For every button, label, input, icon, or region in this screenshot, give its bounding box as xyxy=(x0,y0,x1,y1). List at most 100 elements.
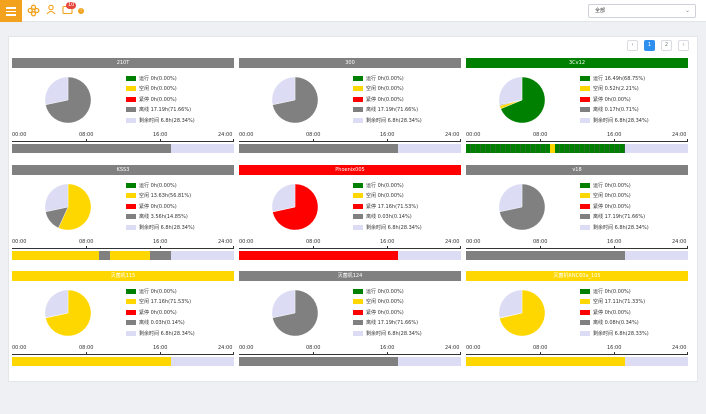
machine-card[interactable]: 灭菌机115 运行 0h(0.00%) 空闲 17.16h(71.53%) 紧停 0h… xyxy=(12,271,234,371)
timeline-segment-unproduced xyxy=(171,144,234,153)
legend-item-idle: 空闲 13.63h(56.81%) xyxy=(126,191,195,202)
time-axis-tick-label: 00:00 xyxy=(239,132,254,138)
user-icon[interactable] xyxy=(46,4,56,15)
prev-page-button[interactable]: ‹ xyxy=(627,40,638,51)
time-axis-tick-label: 08:00 xyxy=(533,239,548,245)
timeline-segment-unproduced xyxy=(398,144,461,153)
legend-item-idle: 空闲 0.52h(2.21%) xyxy=(580,84,649,95)
legend-label: 紧停 0h(0.00%) xyxy=(593,309,631,316)
machine-title[interactable]: 灭菌机RNC60a_105 xyxy=(466,271,688,281)
time-axis-tick-label: 24:00 xyxy=(445,239,460,245)
timeline-segment-offline xyxy=(12,144,172,153)
legend-label: 剩余时间 6.8h(28.33%) xyxy=(593,330,649,337)
legend-item-offline: 离线 0.03h(0.14%) xyxy=(353,212,422,223)
page-1-button[interactable]: 1 xyxy=(644,40,655,51)
status-legend: 运行 0h(0.00%) 空闲 17.16h(71.53%) 紧停 0h(0.00%… xyxy=(126,286,195,339)
legend-swatch xyxy=(126,107,136,113)
page-2-button[interactable]: 2 xyxy=(661,40,672,51)
status-pie-chart xyxy=(271,183,319,231)
time-axis-tick xyxy=(687,139,688,142)
legend-item-running: 运行 0h(0.00%) xyxy=(353,180,422,191)
legend-label: 离线 17.19h(71.66%) xyxy=(593,214,646,221)
machine-card[interactable]: Phoenix005 运行 0h(0.00%) 空闲 0h(0.00%) 紧停 17.… xyxy=(239,165,461,265)
time-axis-tick xyxy=(160,352,161,355)
legend-swatch xyxy=(126,214,136,220)
legend-swatch xyxy=(353,214,363,220)
chevron-down-icon: ⌄ xyxy=(684,7,690,14)
legend-label: 空闲 17.16h(71.53%) xyxy=(139,299,192,306)
time-axis-tick xyxy=(460,139,461,142)
time-axis-labels: 00:00 08:00 16:00 24:00 xyxy=(466,239,688,247)
legend-label: 运行 0h(0.00%) xyxy=(366,288,404,295)
legend-item-running: 运行 0h(0.00%) xyxy=(353,286,422,297)
legend-item-offline: 离线 3.56h(14.85%) xyxy=(126,212,195,223)
filter-select[interactable]: 全部 ⌄ xyxy=(588,4,696,18)
message-badge: 10 xyxy=(66,2,77,9)
menu-icon[interactable] xyxy=(0,0,22,22)
legend-label: 剩余时间 6.8h(28.34%) xyxy=(366,117,422,124)
time-axis-line xyxy=(239,141,461,142)
machine-card[interactable]: 灭菌机RNC60a_105 运行 0h(0.00%) 空闲 17.11h(71.33… xyxy=(466,271,688,371)
legend-swatch xyxy=(353,309,363,315)
legend-label: 空闲 13.63h(56.81%) xyxy=(139,193,192,200)
time-axis-tick-label: 24:00 xyxy=(672,132,687,138)
top-bar: 10 ! 全部 ⌄ xyxy=(0,0,706,22)
timeline-segment-offline xyxy=(239,144,399,153)
machine-card[interactable]: 灭菌机124 运行 0h(0.00%) 空闲 0h(0.00%) 紧停 0h(0.00… xyxy=(239,271,461,371)
time-axis-tick xyxy=(233,352,234,355)
legend-label: 紧停 0h(0.00%) xyxy=(139,203,177,210)
time-axis-tick-label: 16:00 xyxy=(607,239,622,245)
time-axis-tick xyxy=(86,246,87,249)
machine-card[interactable]: v18 运行 0h(0.00%) 空闲 0h(0.00%) 紧停 0h(0.00%) 离… xyxy=(466,165,688,265)
next-page-button[interactable]: › xyxy=(678,40,689,51)
pie-slice-running xyxy=(500,76,546,124)
legend-item-running: 运行 0h(0.00%) xyxy=(126,180,195,191)
legend-swatch xyxy=(126,117,136,123)
status-legend: 运行 0h(0.00%) 空闲 0h(0.00%) 紧停 0h(0.00%) 离线 1… xyxy=(126,73,195,126)
time-axis-labels: 00:00 08:00 16:00 24:00 xyxy=(466,132,688,140)
legend-swatch xyxy=(580,309,590,315)
machine-card[interactable]: KSS3 运行 0h(0.00%) 空闲 13.63h(56.81%) 紧停 0h(0… xyxy=(12,165,234,265)
machine-title[interactable]: 210T xyxy=(12,58,234,68)
machine-card[interactable]: 210T 运行 0h(0.00%) 空闲 0h(0.00%) 紧停 0h(0.00%)… xyxy=(12,58,234,158)
machine-card[interactable]: 300 运行 0h(0.00%) 空闲 0h(0.00%) 紧停 0h(0.00%) 离… xyxy=(239,58,461,158)
time-axis-labels: 00:00 08:00 16:00 24:00 xyxy=(239,239,461,247)
legend-swatch xyxy=(353,288,363,294)
time-axis-tick-label: 00:00 xyxy=(466,132,481,138)
legend-label: 运行 0h(0.00%) xyxy=(366,75,404,82)
status-pie-chart xyxy=(44,183,92,231)
pie-slice-unproduced xyxy=(44,289,69,319)
pie-slice-unproduced xyxy=(44,183,69,213)
time-axis-tick xyxy=(160,139,161,142)
machine-title[interactable]: KSS3 xyxy=(12,165,234,175)
legend-item-running: 运行 0h(0.00%) xyxy=(126,286,195,297)
legend-item-idle: 空闲 0h(0.00%) xyxy=(126,84,195,95)
time-axis-tick-label: 08:00 xyxy=(306,239,321,245)
timeline-segment-unproduced xyxy=(625,251,688,260)
pie-slice-offline xyxy=(272,289,319,337)
legend-label: 离线 0.17h(0.71%) xyxy=(593,107,639,114)
legend-item-running: 运行 0h(0.00%) xyxy=(353,73,422,84)
logo-icon[interactable] xyxy=(27,4,40,17)
time-axis-tick xyxy=(687,246,688,249)
alert-dot-icon[interactable]: ! xyxy=(78,8,84,14)
machine-title[interactable]: 3Cv12 xyxy=(466,58,688,68)
machine-title[interactable]: v18 xyxy=(466,165,688,175)
time-axis-tick xyxy=(86,139,87,142)
time-axis-tick-label: 16:00 xyxy=(380,239,395,245)
legend-label: 空闲 0h(0.00%) xyxy=(366,193,404,200)
legend-swatch xyxy=(580,214,590,220)
legend-swatch xyxy=(353,330,363,336)
machine-title[interactable]: 灭菌机115 xyxy=(12,271,234,281)
legend-label: 离线 17.19h(71.66%) xyxy=(366,107,419,114)
legend-item-unproduced: 剩余时间 6.8h(28.34%) xyxy=(353,328,422,339)
legend-item-idle: 空闲 0h(0.00%) xyxy=(580,191,649,202)
legend-item-offline: 离线 0.17h(0.71%) xyxy=(580,105,649,116)
legend-item-idle: 空闲 0h(0.00%) xyxy=(353,297,422,308)
machine-card[interactable]: 3Cv12 运行 16.49h(68.75%) 空闲 0.52h(2.21%) 紧停 … xyxy=(466,58,688,158)
time-axis-tick-label: 08:00 xyxy=(306,345,321,351)
machine-title[interactable]: 灭菌机124 xyxy=(239,271,461,281)
machine-title[interactable]: 300 xyxy=(239,58,461,68)
pie-slice-offline xyxy=(272,76,319,124)
machine-title[interactable]: Phoenix005 xyxy=(239,165,461,175)
